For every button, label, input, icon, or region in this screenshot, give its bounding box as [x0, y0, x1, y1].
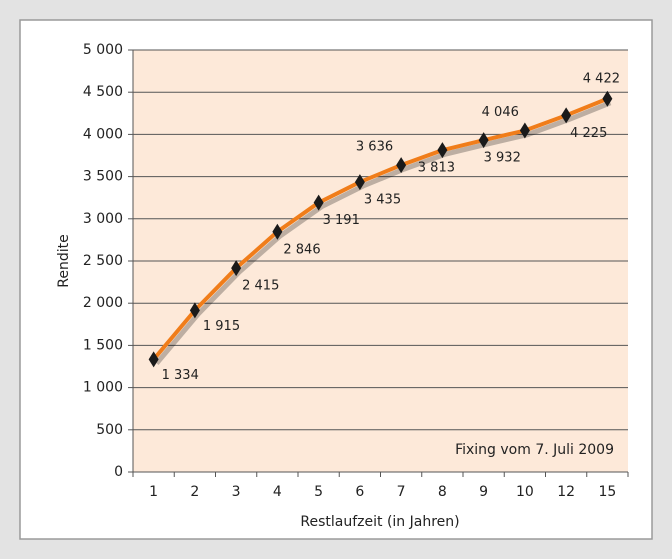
y-tick-label: 4 500: [83, 84, 123, 100]
marker: [561, 107, 572, 124]
x-tick-label: 15: [598, 484, 616, 500]
data-label: 3 636: [356, 140, 393, 155]
marker: [189, 302, 200, 319]
y-tick-label: 2 000: [83, 295, 123, 311]
data-label: 3 813: [418, 161, 455, 176]
data-label: 4 225: [570, 126, 607, 141]
data-label: 1 334: [162, 368, 199, 383]
x-tick-label: 8: [438, 484, 447, 500]
x-tick-label: 3: [232, 484, 241, 500]
marker: [519, 122, 530, 139]
marker: [437, 142, 448, 159]
y-tick-label: 1 000: [83, 380, 123, 396]
marker: [148, 351, 159, 368]
marker: [602, 90, 613, 107]
x-tick-label: 2: [190, 484, 199, 500]
x-axis-label: Restlaufzeit (in Jahren): [300, 514, 459, 530]
marker: [396, 157, 407, 174]
data-label: 4 046: [482, 105, 519, 120]
data-label: 3 435: [364, 193, 401, 208]
y-tick-label: 4 000: [83, 126, 123, 142]
y-tick-label: 3 000: [83, 211, 123, 227]
x-tick-label: 6: [355, 484, 364, 500]
y-tick-label: 3 500: [83, 169, 123, 185]
marker: [231, 260, 242, 277]
y-tick-label: 5 000: [83, 42, 123, 58]
data-label: 4 422: [583, 71, 620, 86]
data-label: 3 932: [484, 151, 521, 166]
y-tick-label: 1 500: [83, 337, 123, 353]
annotation: Fixing vom 7. Juli 2009: [455, 442, 614, 458]
marker: [354, 174, 365, 191]
data-label: 1 915: [203, 319, 240, 334]
x-tick-label: 9: [479, 484, 488, 500]
y-tick-label: 500: [96, 422, 123, 438]
marker: [272, 223, 283, 240]
y-axis-label: Rendite: [56, 234, 72, 287]
y-tick-label: 0: [114, 464, 123, 480]
y-tick-label: 2 500: [83, 253, 123, 269]
x-tick-label: 1: [149, 484, 158, 500]
marker: [313, 194, 324, 211]
data-label: 2 415: [242, 279, 279, 294]
x-tick-label: 5: [314, 484, 323, 500]
x-tick-label: 4: [273, 484, 282, 500]
marker: [478, 132, 489, 149]
x-tick-label: 7: [397, 484, 406, 500]
x-tick-label: 12: [557, 484, 575, 500]
line-shadow: [154, 100, 612, 366]
data-label: 2 846: [283, 242, 320, 257]
x-tick-label: 10: [516, 484, 534, 500]
line: [152, 96, 609, 361]
data-label: 3 191: [323, 213, 360, 228]
